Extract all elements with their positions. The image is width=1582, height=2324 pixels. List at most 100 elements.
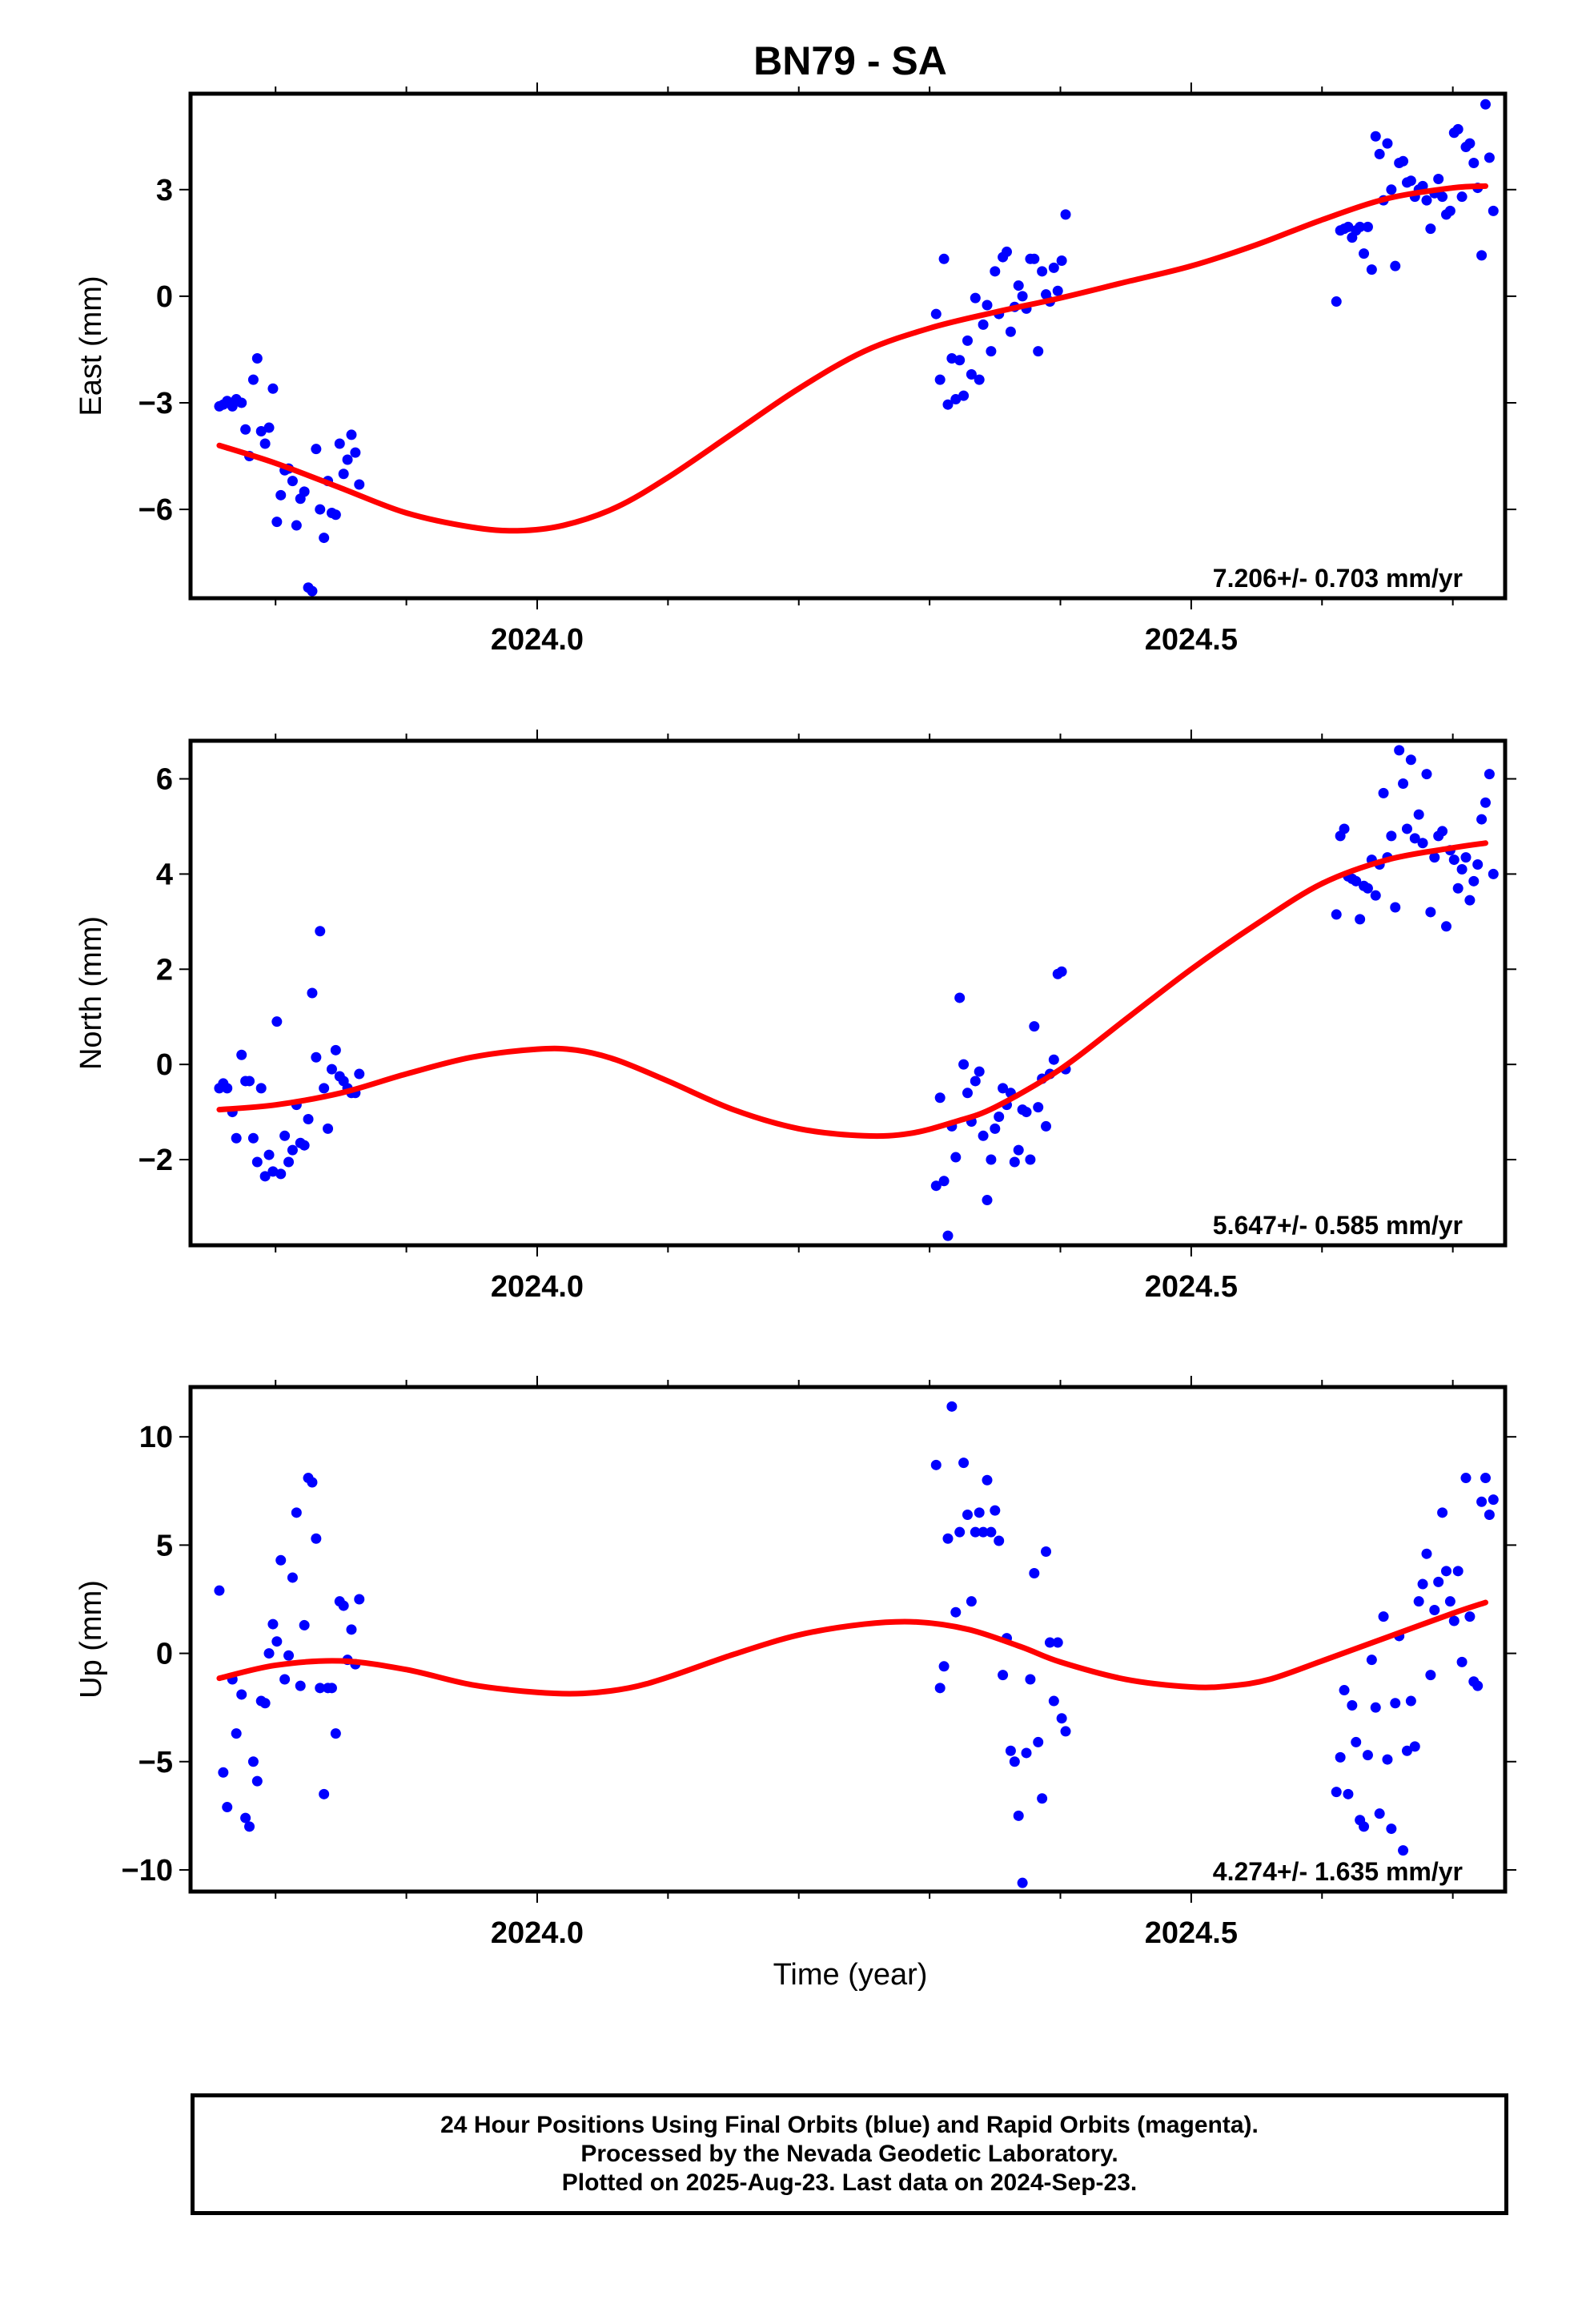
east-data-point xyxy=(1456,191,1468,203)
north-data-point xyxy=(970,1076,981,1087)
east-data-point xyxy=(958,390,970,401)
east-data-point xyxy=(938,253,950,264)
east-data-point xyxy=(1366,264,1377,275)
up-y-tick-label: −10 xyxy=(122,1854,173,1888)
up-data-point xyxy=(970,1526,981,1538)
north-data-point xyxy=(1401,823,1412,834)
up-data-point xyxy=(1417,1578,1428,1590)
up-data-point xyxy=(934,1683,946,1694)
up-data-point xyxy=(299,1619,310,1630)
north-data-point xyxy=(1013,1144,1024,1156)
north-rate-label: 5.647+/- 0.585 mm/yr xyxy=(1213,1211,1463,1240)
up-data-point xyxy=(307,1477,318,1488)
east-data-point xyxy=(954,355,966,366)
up-data-point xyxy=(231,1728,242,1739)
north-data-point xyxy=(1437,826,1448,837)
chart-title: BN79 - SA xyxy=(753,38,947,83)
up-data-point xyxy=(346,1624,357,1635)
up-data-point xyxy=(978,1526,989,1538)
up-data-point xyxy=(1390,1698,1401,1709)
east-y-tick-label: 0 xyxy=(156,280,173,314)
up-data-point xyxy=(1017,1877,1028,1888)
north-data-point xyxy=(299,1140,310,1151)
east-data-point xyxy=(1033,346,1044,357)
north-data-point xyxy=(1378,787,1389,798)
east-data-point xyxy=(1359,248,1370,259)
east-data-point xyxy=(934,374,946,385)
north-data-point xyxy=(307,987,318,999)
up-data-point xyxy=(240,1812,251,1823)
up-data-point xyxy=(1476,1496,1488,1507)
east-data-point xyxy=(1343,221,1354,232)
east-data-point xyxy=(307,585,318,597)
up-data-point xyxy=(319,1788,330,1799)
east-data-point xyxy=(1405,175,1416,187)
north-data-point xyxy=(1390,902,1401,913)
north-data-point xyxy=(986,1154,997,1165)
north-data-point xyxy=(1421,769,1432,780)
up-data-point xyxy=(974,1507,985,1518)
east-data-point xyxy=(251,353,263,364)
east-rate-label: 7.206+/- 0.703 mm/yr xyxy=(1213,564,1463,593)
east-data-point xyxy=(1048,262,1059,273)
up-data-point xyxy=(247,1756,259,1767)
north-data-point xyxy=(1480,797,1491,808)
up-data-point xyxy=(214,1585,225,1596)
caption-line-2: Processed by the Nevada Geodetic Laborat… xyxy=(580,2141,1118,2167)
up-y-axis-label: Up (mm) xyxy=(74,1580,108,1699)
up-data-point xyxy=(1456,1656,1468,1667)
east-data-point xyxy=(267,383,279,394)
up-data-point xyxy=(986,1526,997,1538)
up-data-point xyxy=(222,1802,233,1813)
north-data-point xyxy=(1456,863,1468,875)
north-data-point xyxy=(982,1195,993,1206)
north-data-point xyxy=(1048,1054,1059,1065)
up-x-tick-label: 2024.5 xyxy=(1145,1916,1238,1950)
up-data-point xyxy=(354,1594,365,1605)
east-x-tick-label: 2024.5 xyxy=(1145,623,1238,657)
east-panel: 2024.0 2024.5 −6 −3 0 3 East (mm) 7.206+/- 0.70… xyxy=(74,82,1516,657)
up-data-point xyxy=(966,1596,977,1607)
up-y-tick-label: 0 xyxy=(156,1638,173,1671)
north-data-point xyxy=(978,1130,989,1141)
up-data-point xyxy=(1339,1685,1350,1696)
caption-line-1: 24 Hour Positions Using Final Orbits (bl… xyxy=(440,2112,1259,2138)
north-data-point xyxy=(998,1083,1009,1094)
up-data-point xyxy=(1013,1810,1024,1821)
up-data-point xyxy=(962,1510,973,1521)
east-model-curve xyxy=(216,183,1488,534)
east-x-tick-label: 2024.0 xyxy=(491,623,584,657)
north-data-point xyxy=(1448,854,1460,866)
up-data-point xyxy=(311,1533,322,1544)
up-data-point xyxy=(1378,1611,1389,1622)
north-x-tick-label: 2024.5 xyxy=(1145,1270,1238,1304)
north-y-tick-label: 2 xyxy=(156,953,173,987)
up-data-point xyxy=(1488,1494,1499,1506)
east-data-point xyxy=(1488,205,1499,216)
east-data-point xyxy=(330,509,341,521)
north-data-point xyxy=(259,1171,271,1182)
north-data-point xyxy=(930,1180,942,1192)
east-data-point xyxy=(1052,285,1063,296)
up-data-point xyxy=(938,1661,950,1672)
east-data-point xyxy=(986,346,997,357)
east-data-point xyxy=(1029,253,1040,264)
east-data-point xyxy=(1005,326,1016,337)
east-data-point xyxy=(1331,296,1342,308)
east-data-point xyxy=(247,374,259,385)
north-data-point xyxy=(962,1088,973,1099)
up-data-point xyxy=(1052,1637,1063,1648)
north-data-point xyxy=(954,992,966,1003)
east-data-point xyxy=(1382,138,1393,149)
up-data-point xyxy=(1401,1745,1412,1756)
north-data-point xyxy=(247,1132,259,1144)
east-data-point xyxy=(978,319,989,330)
east-data-point xyxy=(291,520,302,531)
east-data-point xyxy=(259,438,271,449)
up-data-point xyxy=(1370,1702,1381,1713)
east-data-point xyxy=(1433,173,1444,184)
east-data-point xyxy=(990,266,1001,277)
up-data-point xyxy=(954,1526,966,1538)
east-data-point xyxy=(350,447,361,458)
east-data-point xyxy=(1468,158,1480,169)
